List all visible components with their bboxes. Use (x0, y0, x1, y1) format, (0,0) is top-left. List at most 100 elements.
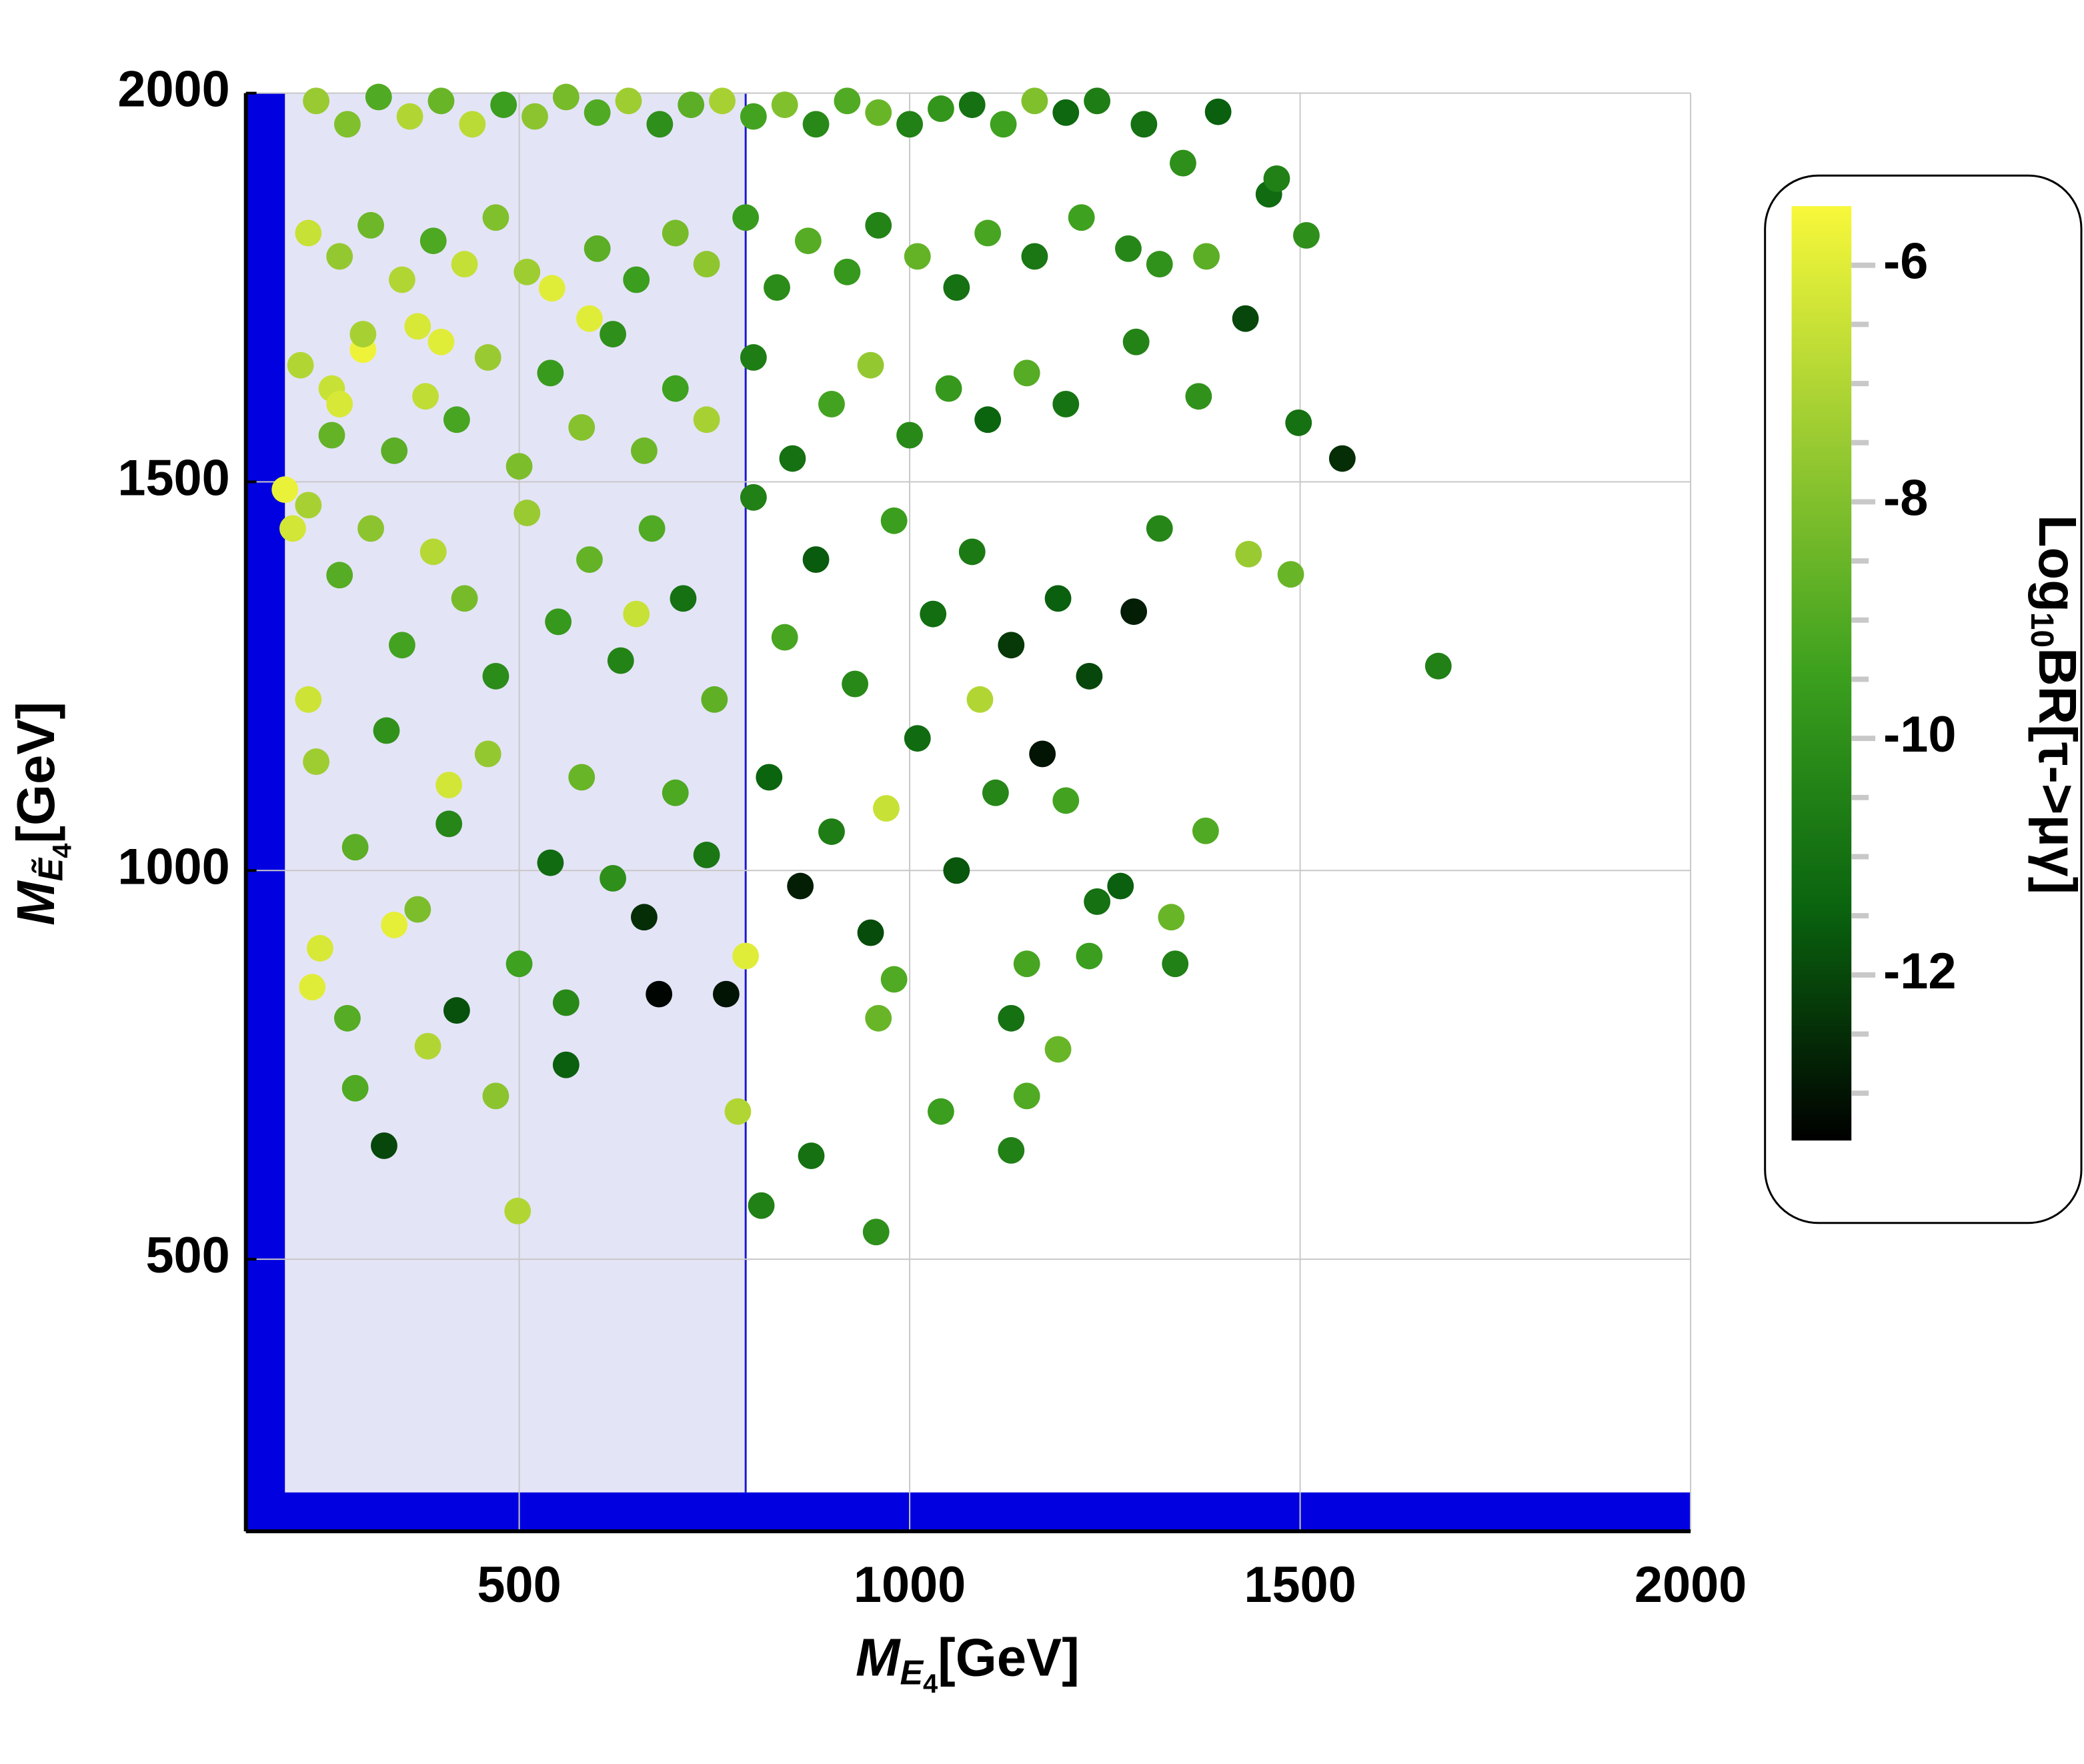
point (662, 219, 689, 247)
point (326, 562, 353, 589)
point (1424, 652, 1452, 680)
point (630, 904, 658, 931)
point (998, 1136, 1025, 1164)
point (443, 997, 470, 1024)
point (935, 375, 962, 402)
y-label-symbol: M (6, 880, 65, 926)
point (584, 99, 611, 126)
point (1232, 305, 1259, 332)
x-label-symbol: M (856, 1627, 901, 1687)
point (1068, 204, 1095, 231)
point (1285, 409, 1312, 436)
excluded-region (245, 1492, 1691, 1532)
point (381, 911, 408, 938)
point (771, 624, 798, 651)
point (451, 585, 478, 612)
point (623, 266, 650, 293)
x-label-subsub: 4 (923, 1669, 938, 1699)
point (740, 103, 767, 130)
point (1293, 222, 1320, 249)
point (1084, 87, 1111, 115)
point (724, 1098, 752, 1125)
point (427, 87, 455, 115)
point (357, 515, 384, 542)
point (404, 313, 431, 340)
point (974, 406, 1002, 433)
point (646, 980, 673, 1008)
point (482, 662, 509, 690)
point (1076, 662, 1103, 690)
point (295, 492, 322, 519)
point (522, 103, 548, 130)
point (818, 818, 845, 845)
point (435, 810, 463, 838)
point (998, 1004, 1025, 1032)
point (365, 83, 392, 111)
point (1277, 561, 1304, 588)
point (880, 507, 908, 534)
point (1052, 99, 1080, 126)
point (299, 974, 326, 1001)
point (318, 421, 345, 449)
point (1076, 942, 1103, 970)
point (1052, 390, 1080, 417)
point (490, 91, 517, 119)
point (1193, 243, 1220, 270)
point (842, 670, 869, 698)
point (419, 227, 447, 255)
y-tick-label: 1500 (117, 450, 229, 506)
point (271, 476, 299, 504)
point (584, 235, 611, 262)
plot-area: 500 1000 1500 2000 500 1000 1500 2000 (117, 61, 1747, 1613)
point (740, 484, 767, 511)
point (568, 413, 596, 441)
point (693, 251, 720, 278)
point (662, 779, 689, 806)
point (990, 111, 1017, 138)
point (701, 686, 728, 713)
point (474, 740, 501, 768)
point (474, 344, 501, 371)
point (388, 632, 415, 659)
point (381, 437, 408, 464)
point (576, 546, 603, 573)
point (693, 406, 720, 433)
point (600, 865, 627, 892)
point (880, 966, 908, 993)
point (712, 980, 740, 1008)
point (1328, 445, 1356, 472)
point (459, 111, 486, 138)
point (982, 779, 1009, 806)
point (958, 91, 986, 119)
point (552, 1051, 580, 1078)
point (1235, 540, 1262, 568)
point (818, 390, 845, 417)
point (545, 608, 572, 636)
point (326, 243, 353, 270)
point (1122, 328, 1150, 355)
point (709, 87, 736, 115)
point (802, 546, 830, 573)
point (1021, 243, 1048, 270)
point (538, 275, 566, 302)
point (865, 1004, 892, 1032)
point (943, 274, 970, 301)
point (1084, 888, 1111, 915)
point (443, 406, 470, 433)
point (537, 359, 564, 387)
point (552, 83, 580, 111)
colorbar-gradient (1791, 206, 1852, 1141)
colorbar-label: Log10BR[τ->μγ] (2025, 515, 2084, 894)
point (505, 453, 533, 480)
point (1044, 1036, 1072, 1063)
point (482, 204, 509, 231)
point (1052, 787, 1080, 814)
point (600, 321, 627, 347)
point (1115, 235, 1142, 262)
point (798, 1142, 825, 1170)
point (357, 211, 384, 239)
point (794, 227, 822, 255)
point (927, 1098, 954, 1125)
point (513, 258, 541, 285)
